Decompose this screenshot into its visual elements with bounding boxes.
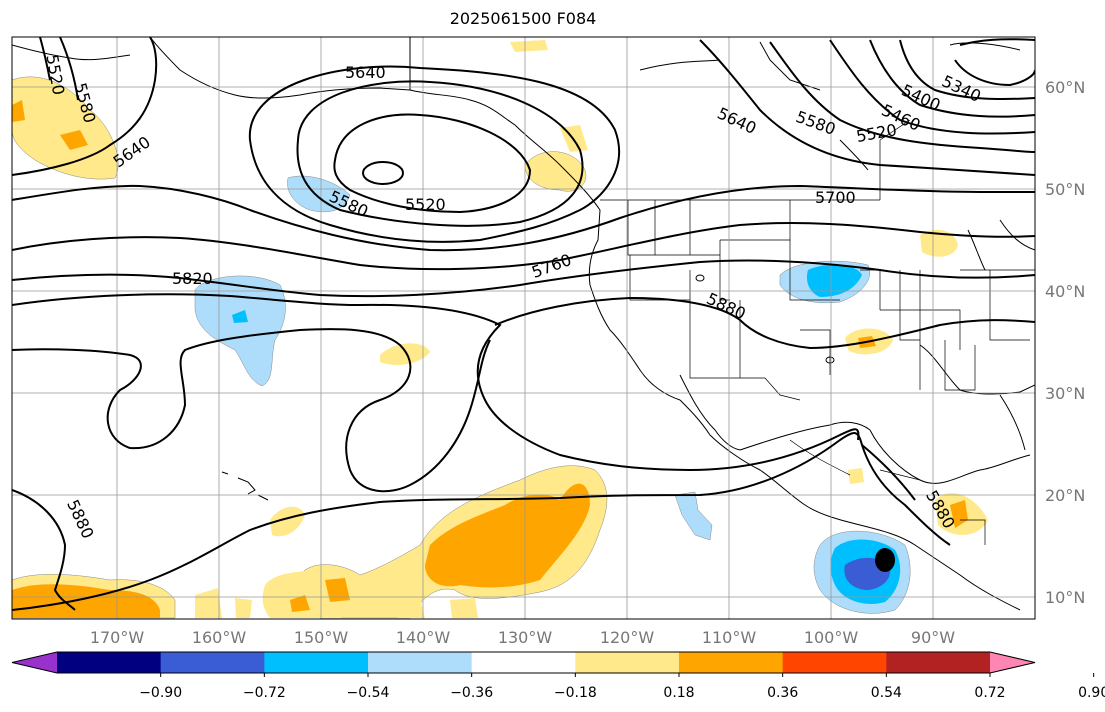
lat-label: 40°N	[1045, 282, 1085, 301]
colorbar-extend-min	[12, 652, 57, 673]
contour-label: 5520	[405, 195, 446, 214]
colorbar-segment	[679, 652, 784, 673]
positive-anomaly-area	[235, 598, 252, 618]
lon-label: 150°W	[294, 628, 349, 647]
plot-title: 2025061500 F084	[449, 9, 597, 28]
colorbar-tick-label: −0.18	[554, 685, 597, 701]
contour-5640	[12, 37, 158, 176]
longitude-labels: 170°W 160°W 150°W 140°W 130°W 120°W 110°…	[90, 628, 955, 647]
positive-anomaly-area	[524, 151, 587, 192]
contour-5460	[869, 39, 1035, 118]
contour-5880	[12, 293, 860, 472]
positive-anomaly-area	[270, 506, 305, 537]
positive-anomaly-area	[60, 130, 88, 150]
contour-label: 5640	[345, 63, 386, 82]
lon-label: 160°W	[192, 628, 247, 647]
colorbar-tick-label: 0.36	[767, 685, 798, 701]
colorbar-segment	[471, 652, 576, 673]
lat-label: 20°N	[1045, 486, 1085, 505]
lon-label: 130°W	[498, 628, 553, 647]
contour-low-center	[362, 161, 404, 185]
positive-anomaly-area	[195, 588, 222, 618]
positive-anomaly-area	[12, 76, 119, 180]
contour-5580	[59, 37, 79, 101]
lat-label: 50°N	[1045, 180, 1085, 199]
positive-anomaly-area	[950, 500, 968, 528]
positive-anomaly-area	[510, 40, 548, 52]
height-contours	[12, 37, 1035, 611]
contour-5640	[699, 39, 1035, 176]
latitude-labels: 60°N 50°N 40°N 30°N 20°N 10°N	[1045, 78, 1085, 607]
lon-label: 120°W	[600, 628, 655, 647]
positive-anomaly-area	[12, 584, 160, 618]
colorbar-segment	[782, 652, 887, 673]
contour-5520	[333, 113, 532, 214]
colorbar-outline	[11, 651, 1036, 674]
colorbar-segment	[886, 652, 991, 673]
contour-5880	[861, 444, 916, 501]
colorbar-tick-label: 0.54	[871, 685, 902, 701]
lat-label: 10°N	[1045, 588, 1085, 607]
colorbar-extend-max	[990, 652, 1035, 673]
contour-5340	[959, 38, 1035, 46]
contour-5820	[12, 259, 1035, 298]
positive-anomaly-area	[290, 595, 310, 612]
contour-5700	[12, 184, 1035, 252]
contour-label: 5700	[815, 188, 856, 207]
contour-label: 5820	[172, 269, 213, 288]
gridlines	[12, 37, 1035, 619]
lon-label: 140°W	[396, 628, 451, 647]
contour-5760	[12, 221, 1035, 271]
contour-5520	[829, 39, 1035, 135]
contour-5400	[899, 39, 1035, 101]
contour-5880	[12, 432, 951, 611]
colorbar-segment	[160, 652, 265, 673]
contour-5880	[12, 328, 491, 493]
contour-5520	[39, 37, 51, 81]
negative-anomaly-area	[194, 275, 286, 387]
colorbar-tick-label: 0.18	[663, 685, 694, 701]
colorbar-segment	[57, 652, 162, 673]
negative-anomaly-area	[806, 264, 862, 297]
positive-anomaly-area	[325, 578, 350, 602]
positive-anomaly-area	[12, 100, 25, 122]
islands	[221, 274, 835, 501]
colorbar-tick-label: 0.90	[1078, 685, 1105, 701]
lon-label: 90°W	[911, 628, 955, 647]
colorbar-tick-label: −0.72	[243, 685, 286, 701]
colorbar: −0.90 −0.72 −0.54 −0.36 −0.18 0.18 0.36 0.54 0.7…	[11, 651, 1105, 701]
lon-label: 100°W	[804, 628, 859, 647]
positive-anomaly-area	[425, 483, 590, 588]
negative-anomaly-area	[232, 310, 248, 323]
positive-anomaly-area	[920, 229, 958, 257]
contour-5580	[296, 80, 584, 227]
contour-5340	[954, 59, 1035, 87]
positive-anomaly-area	[380, 343, 430, 365]
lat-label: 60°N	[1045, 78, 1085, 97]
colorbar-tick-label: 0.72	[974, 685, 1005, 701]
colorbar-tick-label: −0.90	[139, 685, 182, 701]
political-borders	[600, 119, 1035, 545]
lon-label: 110°W	[702, 628, 757, 647]
positive-anomaly-area	[450, 598, 478, 618]
lat-label: 30°N	[1045, 384, 1085, 403]
positive-anomaly-area	[395, 598, 425, 618]
contour-5880	[12, 489, 76, 611]
lon-label: 170°W	[90, 628, 145, 647]
map-frame	[11, 36, 1036, 620]
contour-5880	[494, 296, 1035, 350]
colorbar-tick-label: −0.54	[347, 685, 390, 701]
contour-5580	[769, 41, 1035, 153]
negative-anomaly-core	[875, 548, 895, 572]
contour-5640	[248, 65, 621, 243]
colorbar-segment	[368, 652, 473, 673]
colorbar-segment	[264, 652, 369, 673]
colorbar-segment	[575, 652, 680, 673]
colorbar-tick-label: −0.36	[450, 685, 493, 701]
positive-anomaly-area	[848, 468, 864, 484]
